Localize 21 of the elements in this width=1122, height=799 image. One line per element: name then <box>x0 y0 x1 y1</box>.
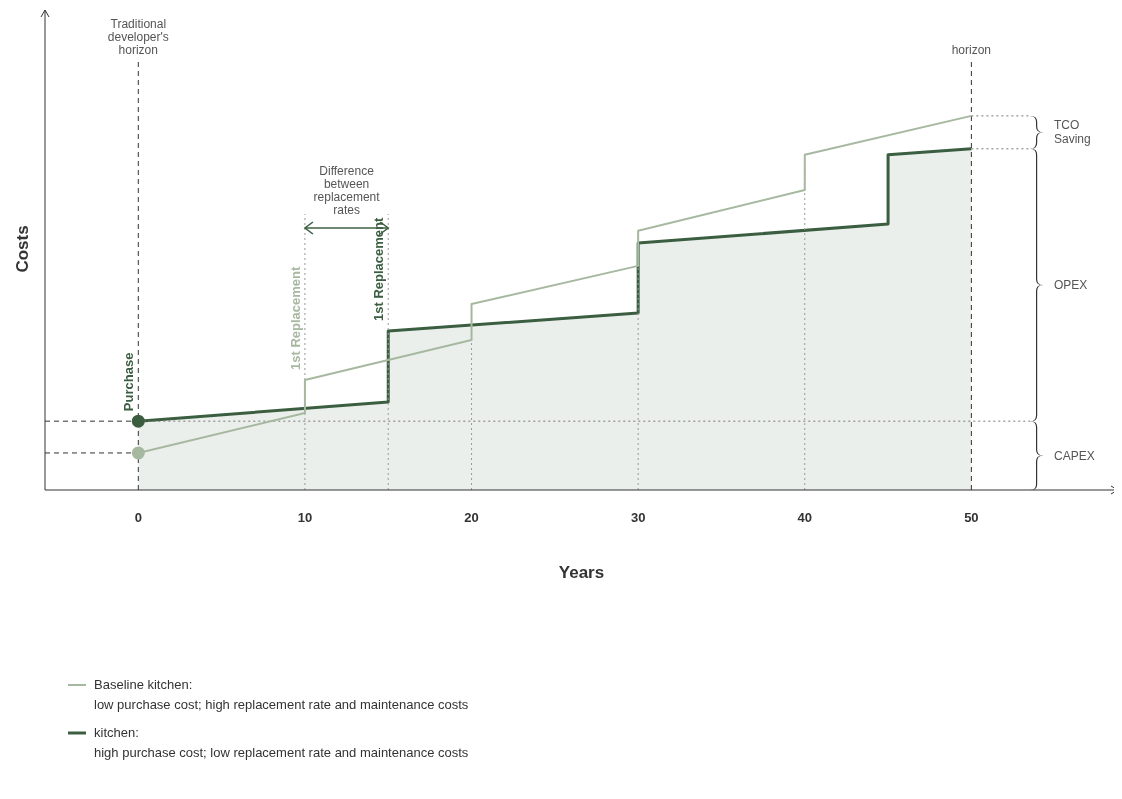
annotation: 1st Replacement <box>371 217 387 321</box>
text: high purchase cost; low replacement rate and maintenance costs <box>94 745 469 760</box>
annotation: 1st Replacement <box>287 266 303 371</box>
ref-line-label: Traditional developer's horizon <box>107 17 169 57</box>
x-tick-label: 30 <box>630 510 646 525</box>
x-tick-label: 10 <box>297 510 313 525</box>
ref-line-label: horizon <box>951 43 992 57</box>
x-tick-label: 50 <box>964 510 979 525</box>
text: low purchase cost; high replacement rate and maintenance costs <box>94 697 469 712</box>
y-axis-title: Costs <box>13 225 32 273</box>
x-tick-label: 40 <box>797 510 812 525</box>
x-axis-title: Years <box>558 563 605 582</box>
annotation: OPEX <box>1054 277 1088 292</box>
annotation: TCO Saving <box>1054 118 1091 147</box>
x-tick-label: 20 <box>464 510 479 525</box>
legend-label: Baseline kitchen: <box>94 677 193 692</box>
annotation: Purchase <box>121 352 137 412</box>
x-tick-label: 0 <box>134 510 142 525</box>
annotation: CAPEX <box>1054 448 1095 463</box>
legend-label: kitchen: <box>94 725 139 740</box>
annotation: Difference between replacement rates <box>313 164 381 217</box>
